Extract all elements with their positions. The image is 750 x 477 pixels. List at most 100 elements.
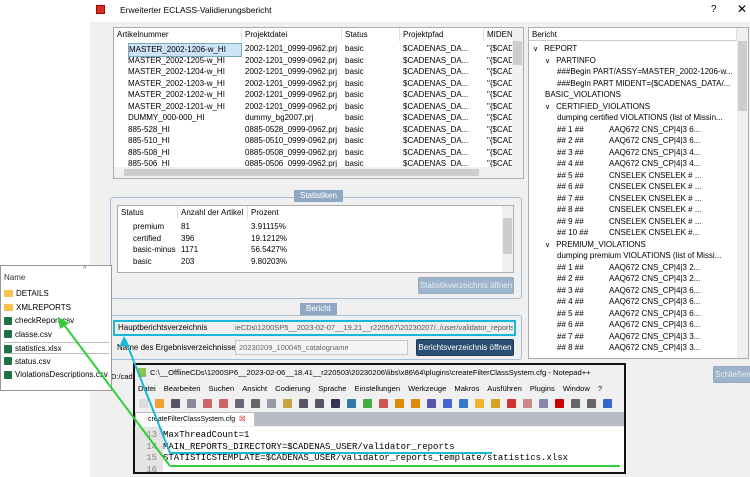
toolbar-icon[interactable] [491,399,500,408]
table-row[interactable]: certified 396 19.1212% [118,233,503,245]
table-row[interactable]: MASTER_2002-1203-w_HI 2002-1201_0999-0962… [114,78,514,90]
column-header[interactable]: Anzahl der Artikel [178,206,248,219]
toolbar-icon[interactable] [523,399,532,408]
column-header[interactable]: Status [342,28,400,41]
table-row[interactable]: 885-528_HI 0885-0528_0999-0962.prj basic $C… [114,124,514,136]
editor-line[interactable]: 13 MaxThreadCount=1 [135,430,249,441]
close-dialog-button[interactable]: Schließen [713,366,750,383]
table-row[interactable]: 885-510_HI 0885-0510_0999-0962.prj basic $C… [114,135,514,147]
report-tree[interactable]: Bericht ∨ REPORT ∨ PARTINFO ###Begin PART/ASS… [528,27,749,359]
tree-item[interactable]: ## 9 ## CNSELEK CNSELEK # ... [557,216,701,228]
file-item[interactable]: checkReport.csv [4,315,110,327]
toolbar-icon[interactable] [139,399,148,408]
tree-item[interactable]: ## 5 ## AAQ672 CNS_CP|4|3 6... [557,308,700,320]
menu-item[interactable]: Ausführen [487,384,522,393]
toolbar-icon[interactable] [507,399,516,408]
toolbar-icon[interactable] [571,399,580,408]
editor-line[interactable]: 15 STATISTICSTEMPLATE=$CADENAS_USER/valid… [135,453,568,464]
toolbar-icon[interactable] [475,399,484,408]
menu-item[interactable]: Codierung [275,384,311,393]
tree-item[interactable]: ## 8 ## CNSELEK CNSELEK # ... [557,204,701,216]
vertical-scrollbar[interactable] [737,28,748,358]
table-row[interactable]: MASTER_2002-1206-w_HI 2002-1201_0999-0962… [114,43,514,57]
tree-item[interactable]: ## 5 ## CNSELEK CNSELEK # ... [557,170,701,182]
tree-item[interactable]: ## 1 ## AAQ672 CNS_CP|4|3 6... [557,124,700,136]
file-item[interactable]: XMLREPORTS [4,302,110,314]
notepad-tab[interactable]: createFilterClassSystem.cfg ☒ [136,413,254,426]
toolbar-icon[interactable] [219,399,228,408]
file-item[interactable]: statistics.xlsx [4,342,110,354]
tree-item[interactable]: ## 6 ## CNSELEK CNSELEK # ... [557,181,701,193]
toolbar-icon[interactable] [395,399,404,408]
tree-item[interactable]: dumping premium VIOLATIONS (list of Miss… [557,250,721,262]
column-header[interactable]: Status [118,206,178,219]
table-row[interactable]: MASTER_2002-1201-w_HI 2002-1201_0999-0962… [114,101,514,113]
tree-item[interactable]: ## 6 ## AAQ672 CNS_CP|4|3 6... [557,319,700,331]
menu-item[interactable]: Bearbeiten [163,384,201,393]
toolbar-icon[interactable] [587,399,596,408]
editor-line[interactable]: 14 MAIN_REPORTS_DIRECTORY=$CADENAS_USER/v… [135,442,454,453]
column-header[interactable]: Artikelnummer [114,28,242,41]
scrollbar-thumb[interactable] [738,41,747,111]
tree-item[interactable]: ## 3 ## AAQ672 CNS_CP|4|3 6... [557,285,700,297]
tree-item[interactable]: ∨ PARTINFO [545,55,596,67]
table-row[interactable]: MASTER_2002-1205-w_HI 2002-1201_0999-0962… [114,55,514,67]
tree-item[interactable]: ## 8 ## AAQ672 CNS_CP|4|3 3... [557,342,700,354]
tree-item[interactable]: BASIC_VIOLATIONS [545,89,621,101]
tree-header[interactable]: Bericht [529,28,737,41]
tree-item[interactable]: ## 4 ## AAQ672 CNS_CP|4|3 6... [557,296,700,308]
help-button[interactable]: ? [711,4,717,15]
toolbar-icon[interactable] [299,399,308,408]
toolbar-icon[interactable] [459,399,468,408]
main-dir-field[interactable]: ieCDs\1200SP5__2023-02-07__19.21__r22056… [235,323,513,332]
file-item[interactable]: classe.csv [4,329,110,341]
notepad-editor[interactable]: 13 MaxThreadCount=1 14 MAIN_REPORTS_DIRECTO… [135,427,624,472]
tree-item[interactable]: dumping certified VIOLATIONS (list of Mi… [557,112,723,124]
toolbar-icon[interactable] [379,399,388,408]
tree-item[interactable]: ## 1 ## AAQ672 CNS_CP|4|3 2... [557,262,700,274]
toolbar-icon[interactable] [443,399,452,408]
column-header[interactable]: Projektdatei [242,28,342,41]
toolbar-icon[interactable] [155,399,164,408]
tree-item[interactable]: ## 10 ## CNSELEK CNSELEK #... [557,227,699,239]
menu-item[interactable]: Suchen [208,384,235,393]
chevron-down-icon[interactable]: ∨ [545,103,551,111]
articles-table[interactable]: Artikelnummer Projektdatei Status Projektpf… [113,27,524,179]
file-item[interactable]: status.csv [4,356,110,368]
toolbar-icon[interactable] [171,399,180,408]
tree-item[interactable]: ## 3 ## AAQ672 CNS_CP|4|3 4... [557,147,700,159]
toolbar-icon[interactable] [267,399,276,408]
table-row[interactable]: 885-506_HI 0885-0506_0999-0962.prj basic $C… [114,158,514,170]
table-row[interactable]: basic 203 9.80203% [118,256,503,268]
menu-item[interactable]: Einstellungen [354,384,401,393]
menu-item[interactable]: Werkzeuge [408,384,447,393]
close-button[interactable]: ✕ [737,2,748,16]
chevron-down-icon[interactable]: ∨ [545,57,551,65]
tree-item[interactable]: ###Begin PART/ASSY=MASTER_2002-1206-w... [557,66,733,78]
tab-close-icon[interactable]: ☒ [239,416,246,423]
table-row[interactable]: basic-minus 1171 56.5427% [118,244,503,256]
file-item[interactable]: ViolationsDescriptions.csv [4,369,110,381]
open-report-dir-button[interactable]: Berichtsverzeichnis öffnen [416,339,514,356]
tree-item[interactable]: ## 7 ## CNSELEK CNSELEK # ... [557,193,701,205]
scrollbar-thumb[interactable] [513,41,522,65]
toolbar-icon[interactable] [427,399,436,408]
editor-line[interactable]: 16 [135,465,163,473]
toolbar-icon[interactable] [555,399,564,408]
table-row[interactable]: DUMMY_000-000_HI dummy_bg2007.prj basic $CA… [114,112,514,124]
table-row[interactable]: 885-508_HI 0885-0508_0999-0962.prj basic $C… [114,147,514,159]
column-header-name[interactable]: Name [4,273,26,282]
scrollbar-thumb[interactable] [124,169,479,176]
file-item[interactable]: DETAILS [4,288,110,300]
toolbar-icon[interactable] [235,399,244,408]
statistics-table[interactable]: Status Anzahl der Artikel Prozent premium 81… [117,205,514,273]
menu-item[interactable]: Window [562,384,590,393]
toolbar-icon[interactable] [539,399,548,408]
menu-item[interactable]: Plugins [529,384,555,393]
menu-item[interactable]: Makros [454,384,480,393]
scrollbar-thumb[interactable] [503,218,512,254]
toolbar-icon[interactable] [203,399,212,408]
toolbar-icon[interactable] [363,399,372,408]
tree-item[interactable]: ###Begin PART MIDENT={$CADENAS_DATA/... [557,78,730,90]
menu-item[interactable]: Datei [138,384,156,393]
